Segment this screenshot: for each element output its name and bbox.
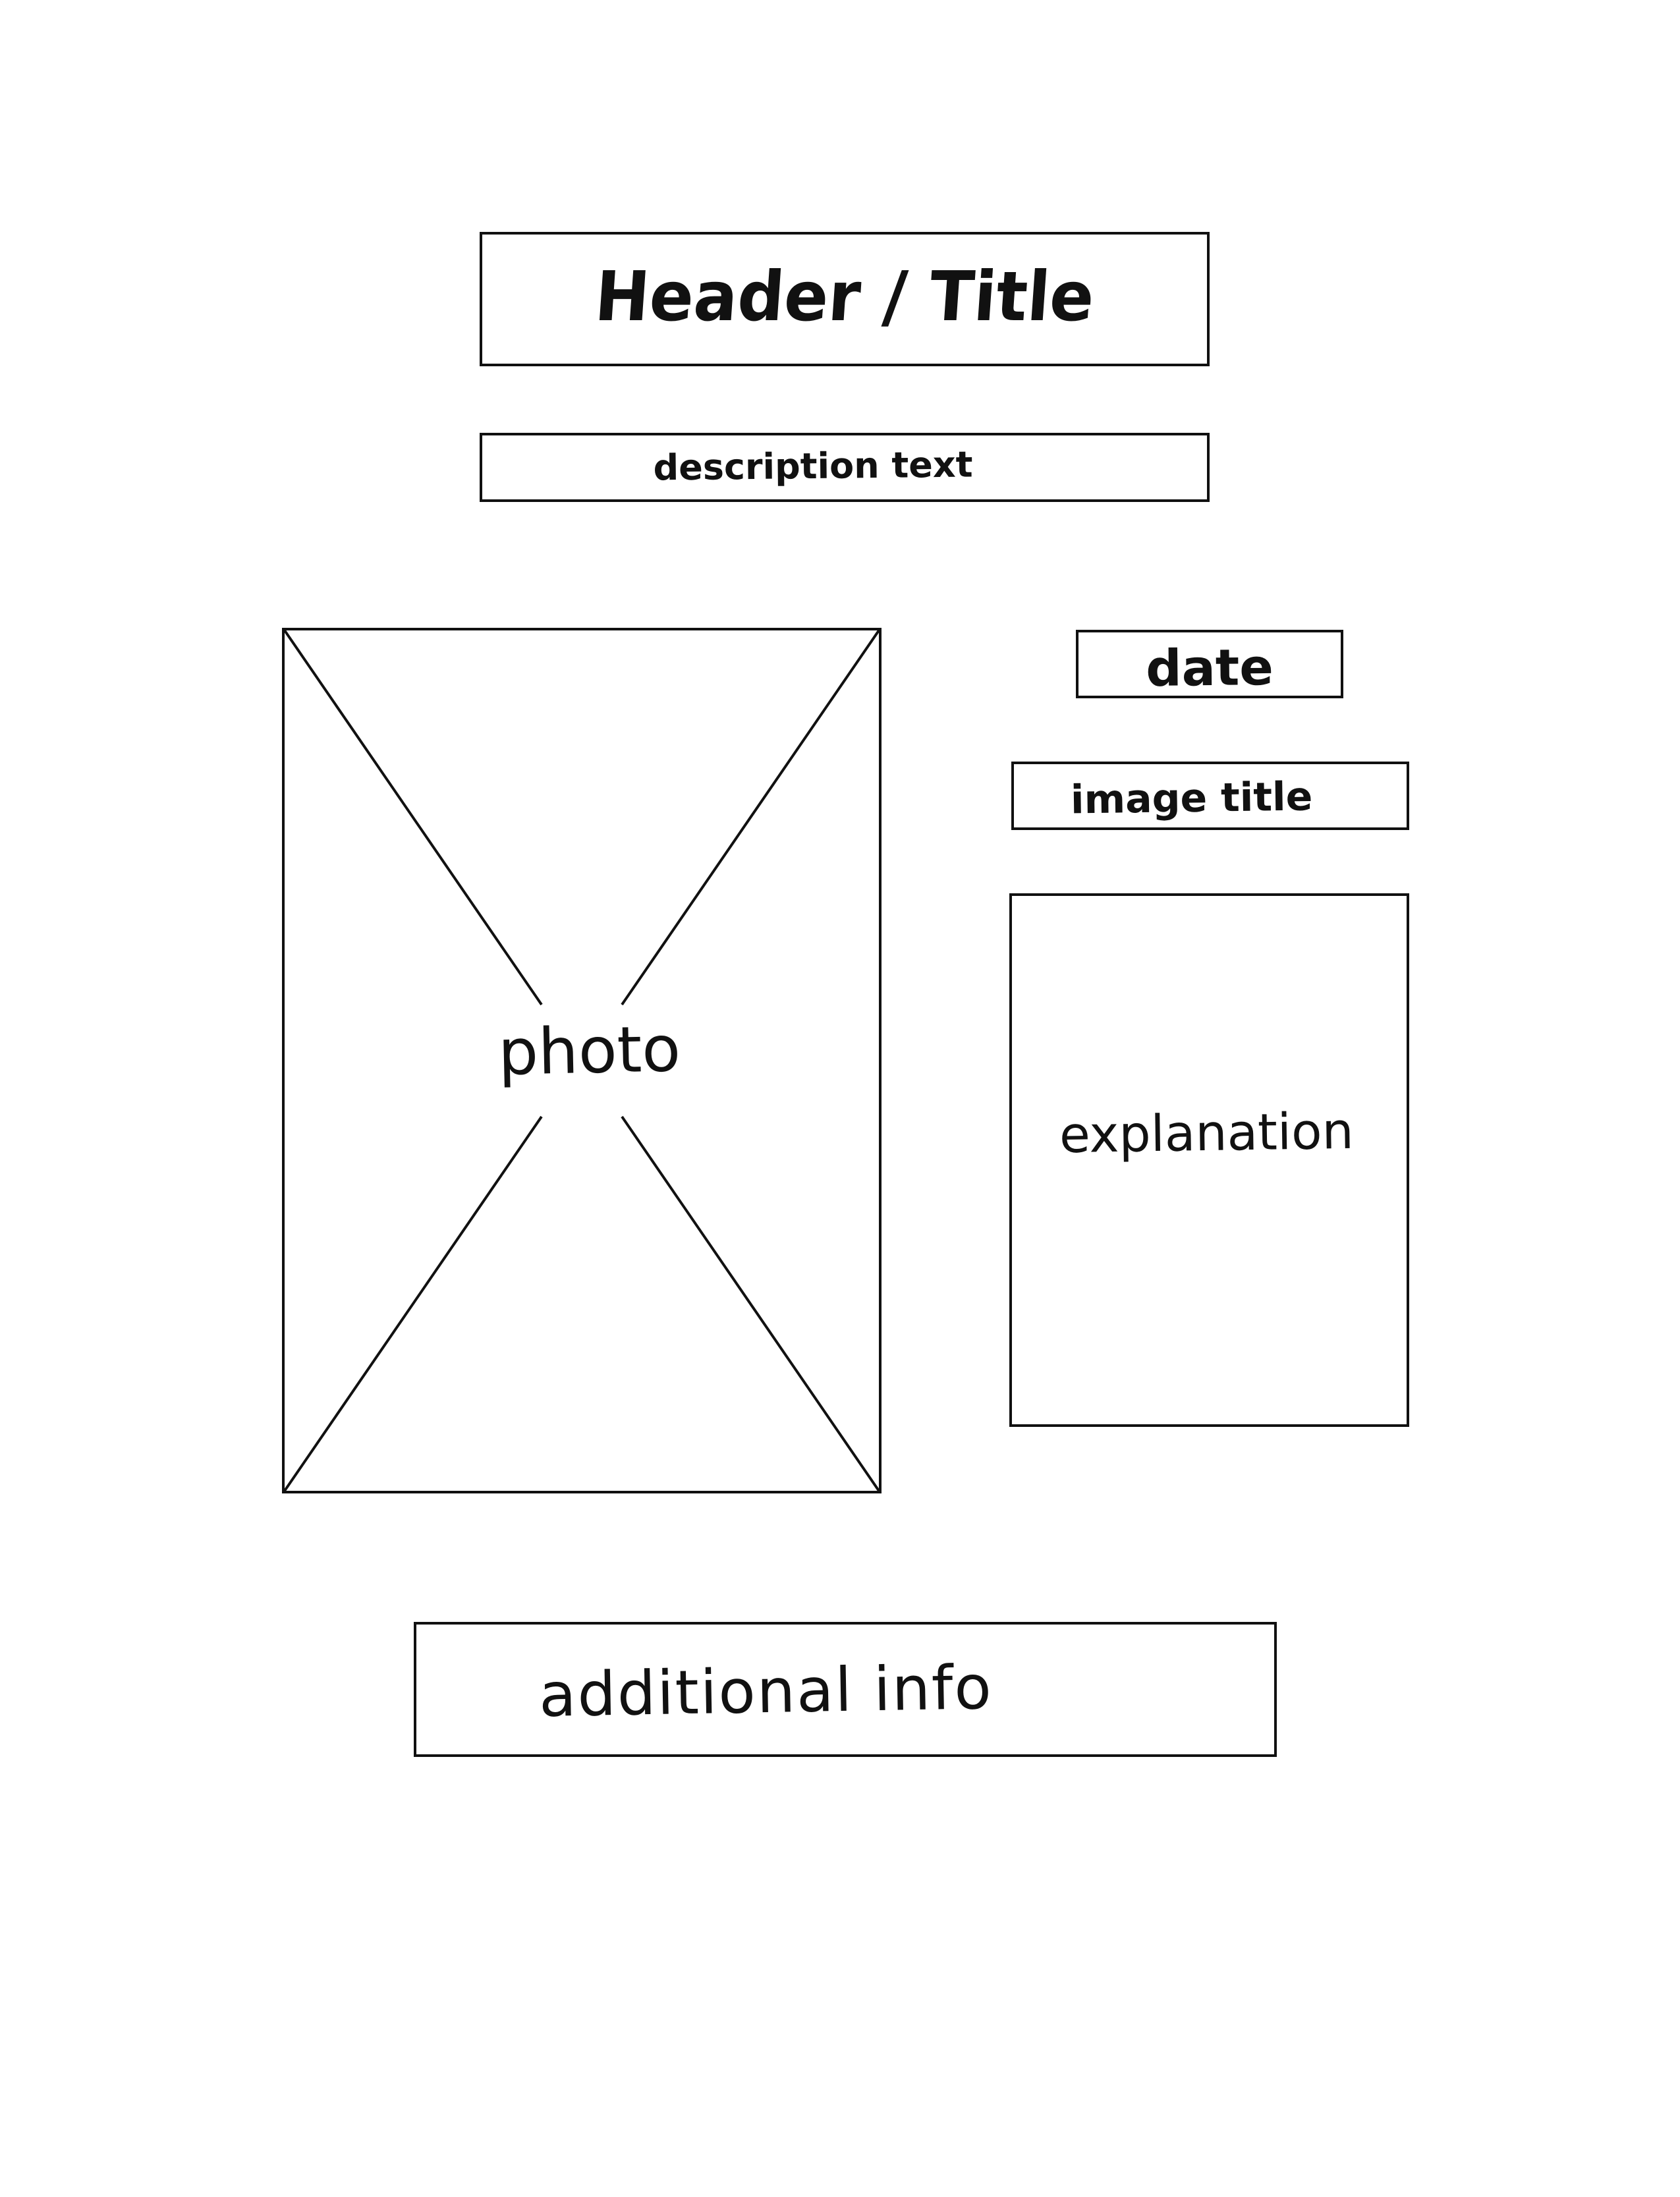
explanation-placeholder: explanation: [1009, 893, 1409, 1427]
photo-cross-line-bottom-left: [285, 1115, 543, 1491]
header-title-label: Header / Title: [592, 256, 1097, 337]
date-placeholder: date: [1076, 630, 1343, 698]
description-text-placeholder: description text: [480, 433, 1210, 502]
image-title-placeholder: image title: [1011, 762, 1409, 830]
image-title-label: image title: [1070, 773, 1313, 823]
explanation-label: explanation: [1059, 1101, 1355, 1165]
photo-placeholder: photo: [282, 628, 882, 1493]
photo-cross-line-bottom-right: [621, 1115, 879, 1491]
photo-label: photo: [488, 1012, 690, 1090]
date-label: date: [1145, 637, 1274, 698]
header-title-placeholder: Header / Title: [480, 232, 1210, 366]
photo-cross-line-top-right: [621, 630, 879, 1006]
photo-placeholder-cross: [285, 630, 879, 1491]
additional-info-label: additional info: [538, 1652, 994, 1731]
photo-cross-line-top-left: [285, 630, 543, 1006]
additional-info-placeholder: additional info: [414, 1622, 1277, 1757]
description-text-label: description text: [653, 443, 973, 489]
